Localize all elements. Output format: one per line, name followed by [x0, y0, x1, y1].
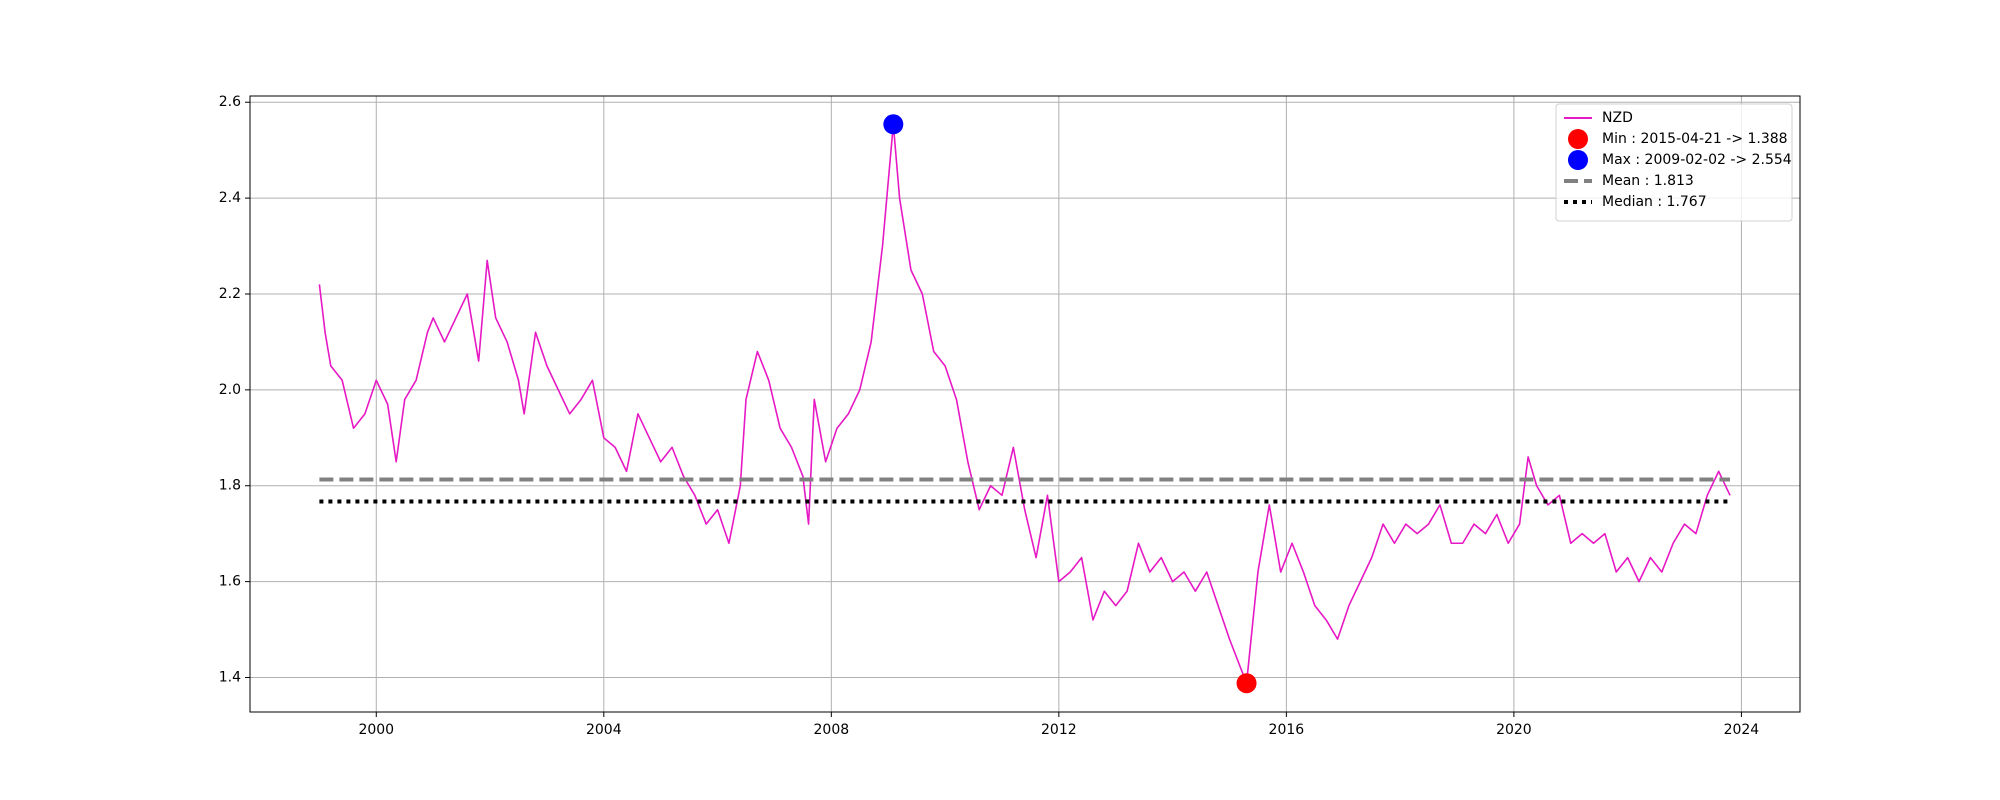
y-tick-label: 2.2: [219, 286, 241, 302]
extreme-marker: [883, 114, 904, 135]
extreme-marker: [1236, 673, 1257, 694]
data-line: [318, 123, 1731, 685]
y-tick-label: 1.4: [219, 669, 241, 685]
legend-swatch: [1568, 129, 1588, 149]
legend-label: Mean : 1.813: [1602, 173, 1694, 189]
grid-layer: [250, 96, 1800, 712]
x-tick-label: 2008: [814, 722, 850, 738]
x-tick-label: 2020: [1496, 722, 1532, 738]
x-tick-label: 2024: [1724, 722, 1760, 738]
x-tick-label: 2004: [586, 722, 622, 738]
y-tick-label: 2.4: [219, 190, 241, 206]
y-tick-label: 2.0: [219, 382, 241, 398]
y-tick-label: 1.8: [219, 478, 241, 494]
data-layer: [318, 114, 1731, 694]
axes-frame: [249, 95, 1801, 713]
x-tick-label: 2000: [358, 722, 394, 738]
legend: NZD Min : 2015-04-21 -> 1.388 Max : 2009-0…: [1555, 103, 1793, 222]
legend-label: Min : 2015-04-21 -> 1.388: [1602, 131, 1788, 147]
legend-swatch: [1568, 150, 1588, 170]
legend-label: NZD: [1602, 110, 1633, 126]
x-tick-label: 2012: [1041, 722, 1077, 738]
x-tick-label: 2016: [1269, 722, 1305, 738]
legend-box: [1555, 103, 1793, 222]
legend-label: Median : 1.767: [1602, 194, 1707, 210]
y-tick-label: 1.6: [219, 574, 241, 590]
y-tick-label: 2.6: [219, 94, 241, 110]
legend-label: Max : 2009-02-02 -> 2.554: [1602, 152, 1792, 168]
